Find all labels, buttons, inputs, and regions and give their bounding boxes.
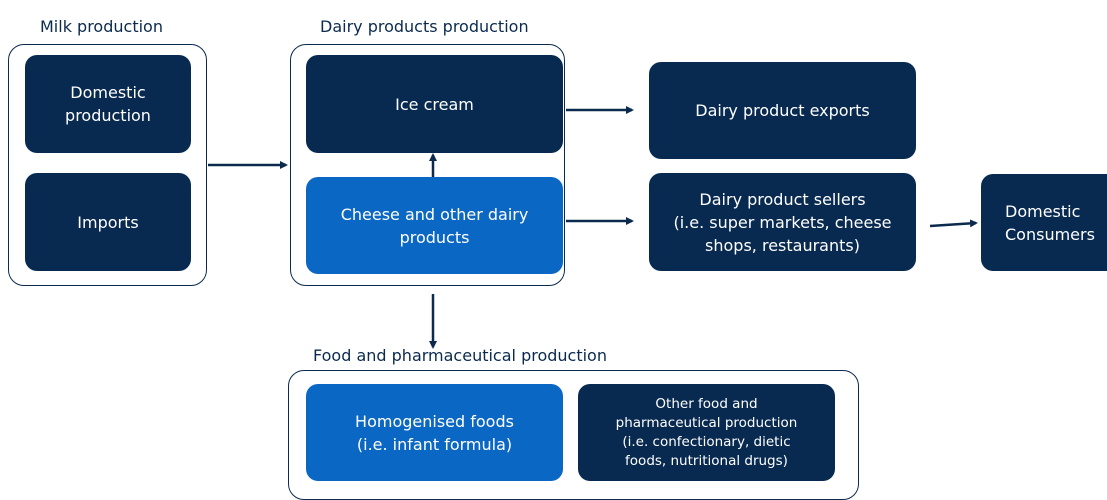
node-label: Dairy product sellers bbox=[699, 189, 866, 209]
node-label: Cheese and other dairy bbox=[340, 204, 529, 224]
node-label: Imports bbox=[77, 212, 139, 232]
group-title: Milk production bbox=[40, 17, 163, 36]
node-label: Dairy product exports bbox=[695, 101, 870, 120]
node-label: Domestic bbox=[70, 83, 146, 102]
node: Imports bbox=[25, 173, 191, 271]
node-label: Consumers bbox=[1005, 224, 1095, 244]
node-label: pharmaceutical production bbox=[615, 414, 798, 431]
node: Domestic Consumers bbox=[981, 174, 1107, 271]
arrow bbox=[929, 219, 978, 228]
node: Domestic production bbox=[25, 55, 191, 153]
node-label: products bbox=[399, 227, 470, 247]
node-label: (i.e. confectionary, dietic bbox=[622, 433, 791, 450]
node: Homogenised foods (i.e. infant formula) bbox=[306, 384, 563, 481]
node: Dairy product exports bbox=[649, 62, 916, 159]
node-label: Ice cream bbox=[395, 94, 474, 114]
node-label: Domestic bbox=[1005, 201, 1081, 221]
node: Ice cream bbox=[306, 55, 563, 153]
diagram: Milk production Domestic production Impor… bbox=[8, 17, 1107, 500]
group bbox=[8, 44, 207, 286]
node-label: production bbox=[65, 106, 151, 125]
group-title: Food and pharmaceutical production bbox=[313, 346, 607, 365]
group-title: Dairy products production bbox=[320, 17, 529, 36]
node: Cheese and other dairy products bbox=[306, 177, 563, 274]
node-label: (i.e. infant formula) bbox=[356, 434, 513, 454]
node-label: (i.e. super markets, cheese bbox=[673, 212, 892, 232]
node-label: Other food and bbox=[655, 395, 758, 412]
node-label: Homogenised foods bbox=[355, 411, 514, 431]
node: Other food and pharmaceutical production (… bbox=[578, 384, 835, 481]
arrows bbox=[208, 106, 978, 349]
node-label: foods, nutritional drugs) bbox=[625, 452, 788, 469]
node-label: shops, restaurants) bbox=[705, 235, 860, 255]
group bbox=[290, 44, 565, 286]
node: Dairy product sellers (i.e. super markets… bbox=[649, 173, 916, 271]
